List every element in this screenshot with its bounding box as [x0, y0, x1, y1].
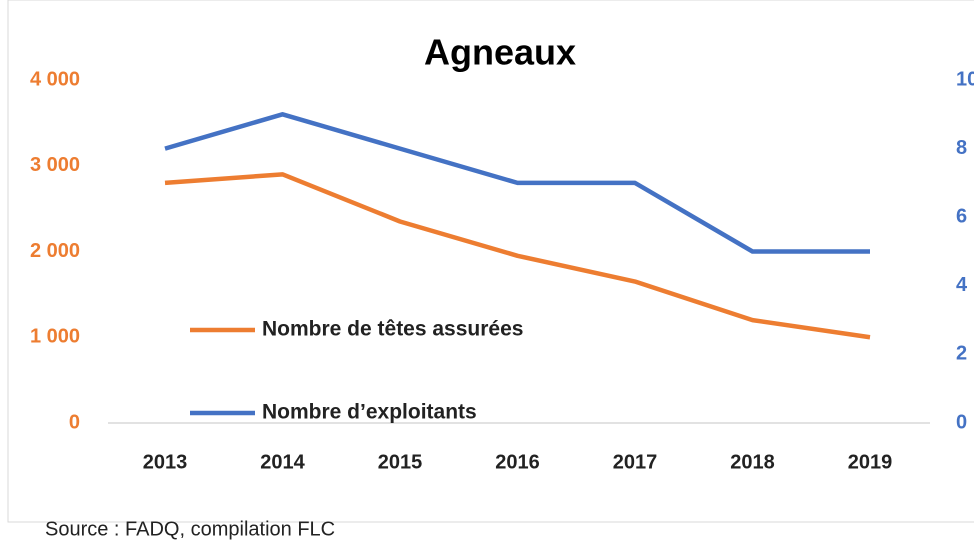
x-tick-label: 2013 — [143, 451, 188, 473]
y2-tick-label: 4 — [956, 274, 968, 296]
legend-label: Nombre de têtes assurées — [262, 318, 523, 341]
y-tick-label: 1 000 — [30, 326, 80, 348]
x-tick-label: 2018 — [730, 451, 775, 473]
source: Source : FADQ, compilation FLC — [45, 518, 335, 540]
x-tick-label: 2017 — [613, 451, 658, 473]
series-line — [164, 112, 870, 254]
y-tick-label: 3 000 — [30, 154, 80, 176]
y2-tick-label: 10 — [956, 68, 974, 90]
x-tick-label: 2019 — [848, 451, 893, 473]
series-line — [164, 172, 871, 340]
y2-tick-label: 0 — [956, 411, 967, 433]
x-tick-label: 2016 — [495, 451, 540, 473]
y2-tick-label: 6 — [956, 205, 967, 227]
y2-tick-label: 2 — [956, 343, 967, 365]
y-tick-label: 4 000 — [30, 68, 80, 90]
legend-label: Nombre d’exploitants — [262, 401, 477, 424]
y-tick-label: 0 — [69, 411, 80, 433]
x-tick-label: 2015 — [378, 451, 423, 473]
frame — [7, 0, 974, 523]
y2-tick-label: 8 — [956, 137, 967, 159]
y-tick-label: 2 000 — [30, 240, 80, 262]
x-tick-label: 2014 — [260, 451, 305, 473]
chart-title: Agneaux — [424, 32, 576, 73]
